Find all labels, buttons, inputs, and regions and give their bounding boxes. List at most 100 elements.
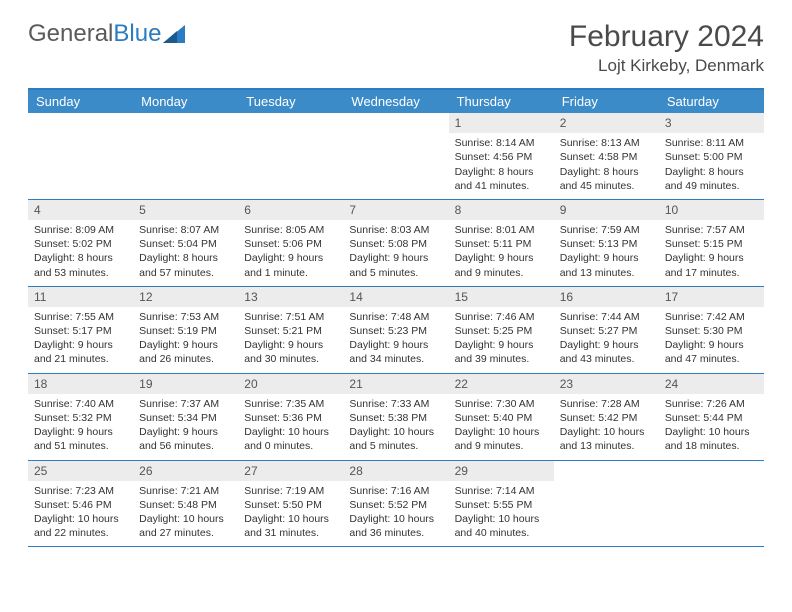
sunrise-line: Sunrise: 7:57 AM <box>665 223 758 237</box>
empty-cell <box>133 113 238 199</box>
day-number: 11 <box>28 287 133 307</box>
sunset-line: Sunset: 5:46 PM <box>34 498 127 512</box>
daylight-line: Daylight: 9 hours and 1 minute. <box>244 251 337 279</box>
sunrise-line: Sunrise: 8:01 AM <box>455 223 548 237</box>
day-cell: 2Sunrise: 8:13 AMSunset: 4:58 PMDaylight… <box>554 113 659 199</box>
day-number: 12 <box>133 287 238 307</box>
day-cell: 24Sunrise: 7:26 AMSunset: 5:44 PMDayligh… <box>659 374 764 460</box>
daylight-line: Daylight: 9 hours and 39 minutes. <box>455 338 548 366</box>
day-body: Sunrise: 7:37 AMSunset: 5:34 PMDaylight:… <box>133 394 238 460</box>
day-number: 19 <box>133 374 238 394</box>
day-body: Sunrise: 7:21 AMSunset: 5:48 PMDaylight:… <box>133 481 238 547</box>
day-header-cell: Wednesday <box>343 90 448 113</box>
empty-cell <box>659 461 764 547</box>
sunset-line: Sunset: 5:17 PM <box>34 324 127 338</box>
empty-cell <box>238 113 343 199</box>
day-body: Sunrise: 7:55 AMSunset: 5:17 PMDaylight:… <box>28 307 133 373</box>
sunrise-line: Sunrise: 7:21 AM <box>139 484 232 498</box>
sunset-line: Sunset: 5:38 PM <box>349 411 442 425</box>
sunrise-line: Sunrise: 7:53 AM <box>139 310 232 324</box>
day-cell: 19Sunrise: 7:37 AMSunset: 5:34 PMDayligh… <box>133 374 238 460</box>
daylight-line: Daylight: 10 hours and 27 minutes. <box>139 512 232 540</box>
day-number: 23 <box>554 374 659 394</box>
day-body: Sunrise: 7:26 AMSunset: 5:44 PMDaylight:… <box>659 394 764 460</box>
daylight-line: Daylight: 10 hours and 0 minutes. <box>244 425 337 453</box>
daylight-line: Daylight: 10 hours and 18 minutes. <box>665 425 758 453</box>
day-cell: 4Sunrise: 8:09 AMSunset: 5:02 PMDaylight… <box>28 200 133 286</box>
day-cell: 11Sunrise: 7:55 AMSunset: 5:17 PMDayligh… <box>28 287 133 373</box>
day-body: Sunrise: 7:53 AMSunset: 5:19 PMDaylight:… <box>133 307 238 373</box>
sunrise-line: Sunrise: 8:13 AM <box>560 136 653 150</box>
day-header-cell: Saturday <box>659 90 764 113</box>
empty-cell <box>554 461 659 547</box>
sunrise-line: Sunrise: 7:19 AM <box>244 484 337 498</box>
sunset-line: Sunset: 5:04 PM <box>139 237 232 251</box>
daylight-line: Daylight: 10 hours and 5 minutes. <box>349 425 442 453</box>
day-number: 6 <box>238 200 343 220</box>
day-body: Sunrise: 8:07 AMSunset: 5:04 PMDaylight:… <box>133 220 238 286</box>
daylight-line: Daylight: 10 hours and 40 minutes. <box>455 512 548 540</box>
day-cell: 1Sunrise: 8:14 AMSunset: 4:56 PMDaylight… <box>449 113 554 199</box>
day-cell: 9Sunrise: 7:59 AMSunset: 5:13 PMDaylight… <box>554 200 659 286</box>
day-cell: 27Sunrise: 7:19 AMSunset: 5:50 PMDayligh… <box>238 461 343 547</box>
day-body: Sunrise: 8:01 AMSunset: 5:11 PMDaylight:… <box>449 220 554 286</box>
day-body: Sunrise: 8:14 AMSunset: 4:56 PMDaylight:… <box>449 133 554 199</box>
day-body: Sunrise: 7:42 AMSunset: 5:30 PMDaylight:… <box>659 307 764 373</box>
day-number: 13 <box>238 287 343 307</box>
day-body: Sunrise: 8:03 AMSunset: 5:08 PMDaylight:… <box>343 220 448 286</box>
sunset-line: Sunset: 5:13 PM <box>560 237 653 251</box>
calendar: SundayMondayTuesdayWednesdayThursdayFrid… <box>28 88 764 547</box>
daylight-line: Daylight: 8 hours and 49 minutes. <box>665 165 758 193</box>
day-number: 7 <box>343 200 448 220</box>
day-cell: 12Sunrise: 7:53 AMSunset: 5:19 PMDayligh… <box>133 287 238 373</box>
day-header-row: SundayMondayTuesdayWednesdayThursdayFrid… <box>28 90 764 113</box>
daylight-line: Daylight: 9 hours and 51 minutes. <box>34 425 127 453</box>
sunset-line: Sunset: 5:42 PM <box>560 411 653 425</box>
sunrise-line: Sunrise: 7:55 AM <box>34 310 127 324</box>
day-cell: 13Sunrise: 7:51 AMSunset: 5:21 PMDayligh… <box>238 287 343 373</box>
sunset-line: Sunset: 5:00 PM <box>665 150 758 164</box>
logo: GeneralBlue <box>28 20 185 48</box>
logo-text-gray: General <box>28 20 113 48</box>
day-cell: 26Sunrise: 7:21 AMSunset: 5:48 PMDayligh… <box>133 461 238 547</box>
sunset-line: Sunset: 5:25 PM <box>455 324 548 338</box>
sunset-line: Sunset: 5:52 PM <box>349 498 442 512</box>
week-row: 18Sunrise: 7:40 AMSunset: 5:32 PMDayligh… <box>28 374 764 461</box>
sunset-line: Sunset: 5:23 PM <box>349 324 442 338</box>
sunset-line: Sunset: 5:30 PM <box>665 324 758 338</box>
day-cell: 6Sunrise: 8:05 AMSunset: 5:06 PMDaylight… <box>238 200 343 286</box>
logo-triangle-icon <box>163 25 185 43</box>
day-number: 20 <box>238 374 343 394</box>
sunset-line: Sunset: 5:48 PM <box>139 498 232 512</box>
day-body: Sunrise: 7:23 AMSunset: 5:46 PMDaylight:… <box>28 481 133 547</box>
day-header-cell: Sunday <box>28 90 133 113</box>
day-cell: 14Sunrise: 7:48 AMSunset: 5:23 PMDayligh… <box>343 287 448 373</box>
month-title: February 2024 <box>569 20 764 54</box>
day-number: 16 <box>554 287 659 307</box>
day-number: 9 <box>554 200 659 220</box>
daylight-line: Daylight: 9 hours and 5 minutes. <box>349 251 442 279</box>
week-row: 1Sunrise: 8:14 AMSunset: 4:56 PMDaylight… <box>28 113 764 200</box>
daylight-line: Daylight: 9 hours and 9 minutes. <box>455 251 548 279</box>
sunset-line: Sunset: 5:40 PM <box>455 411 548 425</box>
day-body: Sunrise: 8:13 AMSunset: 4:58 PMDaylight:… <box>554 133 659 199</box>
day-body: Sunrise: 7:28 AMSunset: 5:42 PMDaylight:… <box>554 394 659 460</box>
day-cell: 18Sunrise: 7:40 AMSunset: 5:32 PMDayligh… <box>28 374 133 460</box>
daylight-line: Daylight: 9 hours and 21 minutes. <box>34 338 127 366</box>
daylight-line: Daylight: 10 hours and 31 minutes. <box>244 512 337 540</box>
day-body: Sunrise: 7:35 AMSunset: 5:36 PMDaylight:… <box>238 394 343 460</box>
sunrise-line: Sunrise: 7:40 AM <box>34 397 127 411</box>
daylight-line: Daylight: 9 hours and 26 minutes. <box>139 338 232 366</box>
day-body: Sunrise: 7:19 AMSunset: 5:50 PMDaylight:… <box>238 481 343 547</box>
day-body: Sunrise: 7:46 AMSunset: 5:25 PMDaylight:… <box>449 307 554 373</box>
day-number: 27 <box>238 461 343 481</box>
daylight-line: Daylight: 9 hours and 13 minutes. <box>560 251 653 279</box>
day-number: 18 <box>28 374 133 394</box>
day-body: Sunrise: 7:44 AMSunset: 5:27 PMDaylight:… <box>554 307 659 373</box>
sunrise-line: Sunrise: 7:16 AM <box>349 484 442 498</box>
empty-cell <box>343 113 448 199</box>
day-number: 1 <box>449 113 554 133</box>
day-body: Sunrise: 7:33 AMSunset: 5:38 PMDaylight:… <box>343 394 448 460</box>
empty-cell <box>28 113 133 199</box>
daylight-line: Daylight: 9 hours and 30 minutes. <box>244 338 337 366</box>
